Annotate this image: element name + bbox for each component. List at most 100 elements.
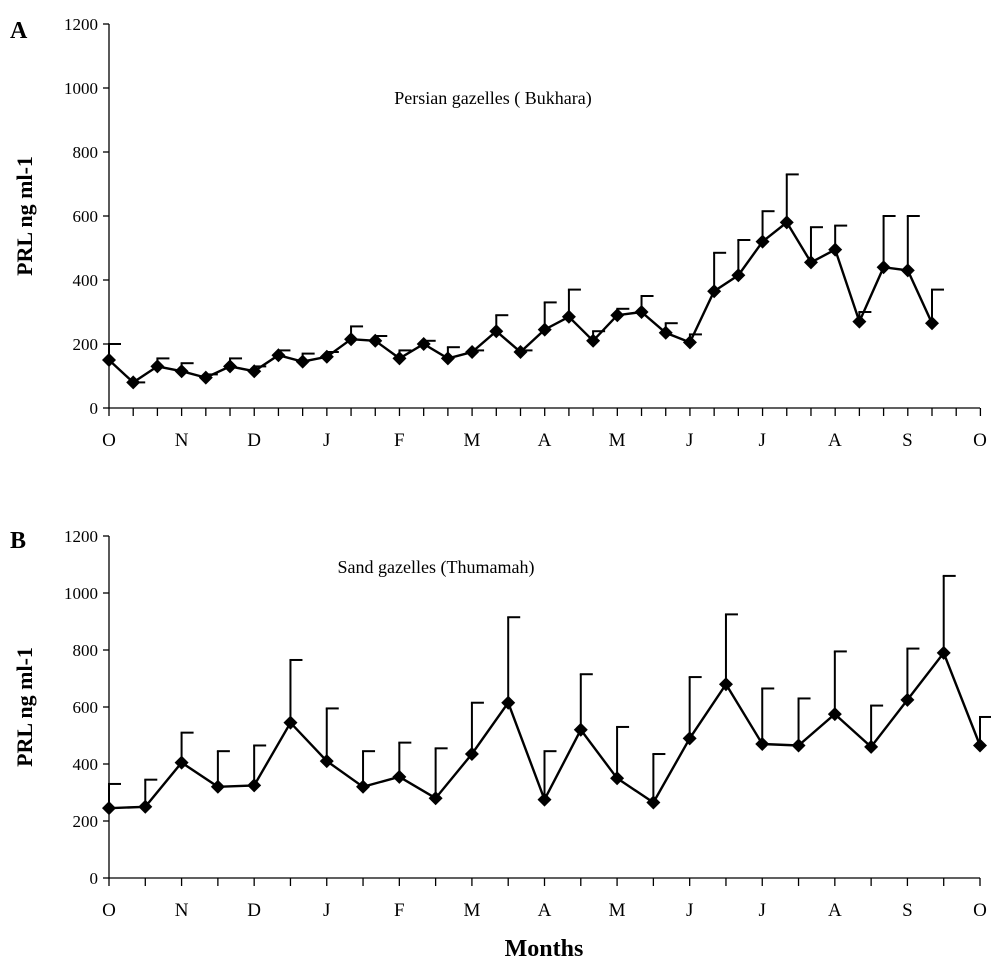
panel-b-month-label: O <box>973 900 987 921</box>
panel-a-data-point <box>828 242 843 257</box>
panel-b-error-bars <box>108 574 991 809</box>
panel-a-month-label: M <box>463 430 480 451</box>
panel-a-data-point <box>707 284 722 299</box>
panel-a-data-point <box>392 351 407 366</box>
panel-a-y-tick-label: 1000 <box>64 79 98 98</box>
panel-b-month-label: J <box>759 900 766 921</box>
panel-b-chart: B Sand gazelles (Thumamah) PRL ng ml-1 0… <box>10 527 991 962</box>
panel-b-data-point <box>864 739 879 754</box>
panel-b-data-point <box>247 778 262 793</box>
panel-a-month-label: A <box>828 430 842 451</box>
panel-a-y-tick-label: 0 <box>90 399 99 418</box>
panel-a-month-label: A <box>538 430 552 451</box>
panel-a-data-point <box>779 215 794 230</box>
panel-b-axes <box>108 536 980 879</box>
panel-b-y-tick-label: 1200 <box>64 527 98 546</box>
panel-a-label: A <box>10 18 28 44</box>
panel-b-data-point <box>610 771 625 786</box>
panel-b-data-point <box>501 695 516 710</box>
panel-a-data-point <box>803 255 818 270</box>
panel-b-month-label: J <box>323 900 330 921</box>
panel-a-data-point <box>198 370 213 385</box>
panel-b-y-tick-label: 200 <box>73 812 99 831</box>
panel-a-y-tick-label: 200 <box>73 335 99 354</box>
panel-b-y-axis-title: PRL ng ml-1 <box>12 647 37 767</box>
panel-b-data-point <box>827 707 842 722</box>
panel-a-y-axis-title: PRL ng ml-1 <box>12 156 37 276</box>
panel-a-month-label: S <box>902 430 913 451</box>
panel-b-month-label: S <box>902 900 913 921</box>
panel-a-month-label: J <box>323 430 330 451</box>
panel-a-data-point <box>489 324 504 339</box>
panel-b-data-point <box>791 738 806 753</box>
panel-b-month-label: O <box>102 900 116 921</box>
panel-a-y-ticks: 0 200 400 600 800 1000 1200 <box>64 15 109 418</box>
panel-a-data-point <box>271 348 286 363</box>
panel-b-y-ticks: 0 200 400 600 800 1000 1200 <box>64 527 109 888</box>
panel-a-data-point <box>223 359 238 374</box>
panel-a-data-point <box>247 364 262 379</box>
panel-b-data-point <box>210 779 225 794</box>
panel-b-y-tick-label: 600 <box>73 698 99 717</box>
panel-b-data-point <box>319 754 334 769</box>
panel-a-month-label: F <box>394 430 405 451</box>
panel-a-data-point <box>610 308 625 323</box>
panel-a-data-point <box>126 375 141 390</box>
panel-a-data-point <box>344 332 359 347</box>
panel-b-month-label: J <box>686 900 693 921</box>
panel-b-month-label: A <box>828 900 842 921</box>
panel-b-data-point <box>537 792 552 807</box>
panel-a-data-point <box>876 260 891 275</box>
panel-b-data-point <box>428 791 443 806</box>
panel-b-month-label: N <box>175 900 189 921</box>
panel-a-y-tick-label: 1200 <box>64 15 98 34</box>
panel-b-data-point <box>138 799 153 814</box>
panel-b-month-label: F <box>394 900 405 921</box>
panel-b-y-tick-label: 400 <box>73 755 99 774</box>
panel-a-data-point <box>416 337 431 351</box>
panel-a-y-tick-label: 400 <box>73 271 99 290</box>
panel-a-data-point <box>561 309 576 324</box>
panel-a-data-point <box>900 263 915 278</box>
panel-a-y-tick-label: 800 <box>73 143 99 162</box>
panel-a-data-point <box>440 351 455 366</box>
panel-a-month-label: J <box>686 430 693 451</box>
panel-a-month-label: N <box>175 430 189 451</box>
panel-b-y-tick-label: 1000 <box>64 584 98 603</box>
panel-b-data-point <box>646 795 661 810</box>
panel-b-data-point <box>356 779 371 794</box>
panel-b-month-label: M <box>463 900 480 921</box>
panel-b-data-point <box>392 769 407 784</box>
panel-a-data-point <box>755 234 770 249</box>
panel-b-data-point <box>936 645 951 660</box>
panel-a-data-point <box>319 349 334 364</box>
panel-a-title: Persian gazelles ( Bukhara) <box>394 88 591 109</box>
panel-a-data-point <box>102 353 116 367</box>
panel-b-month-label: D <box>247 900 261 921</box>
panel-a-month-label: D <box>247 430 261 451</box>
panel-a-chart: A Persian gazelles ( Bukhara) PRL ng ml-… <box>10 15 987 451</box>
panel-a-data-point <box>658 325 673 340</box>
panel-b-data-point <box>755 737 770 752</box>
panel-b-data-point <box>900 692 915 707</box>
panel-b-data-point <box>973 738 987 753</box>
panel-b-markers <box>102 645 987 816</box>
panel-b-y-tick-label: 0 <box>90 869 99 888</box>
panel-b-label: B <box>10 528 26 554</box>
panel-b-data-point <box>682 731 697 746</box>
panel-a-month-label: O <box>102 430 116 451</box>
panel-a-axes <box>108 24 980 409</box>
panel-a-data-point <box>295 354 310 369</box>
panel-a-data-point <box>852 314 867 329</box>
panel-b-data-point <box>283 715 298 730</box>
panel-a-data-point <box>925 316 939 331</box>
panel-b-x-axis-title: Months <box>505 936 584 962</box>
panel-b-data-point <box>718 677 733 692</box>
panel-b-title: Sand gazelles (Thumamah) <box>338 557 535 578</box>
panel-a-data-point <box>513 345 528 359</box>
panel-a-markers <box>102 215 939 390</box>
panel-b-y-tick-label: 800 <box>73 641 99 660</box>
